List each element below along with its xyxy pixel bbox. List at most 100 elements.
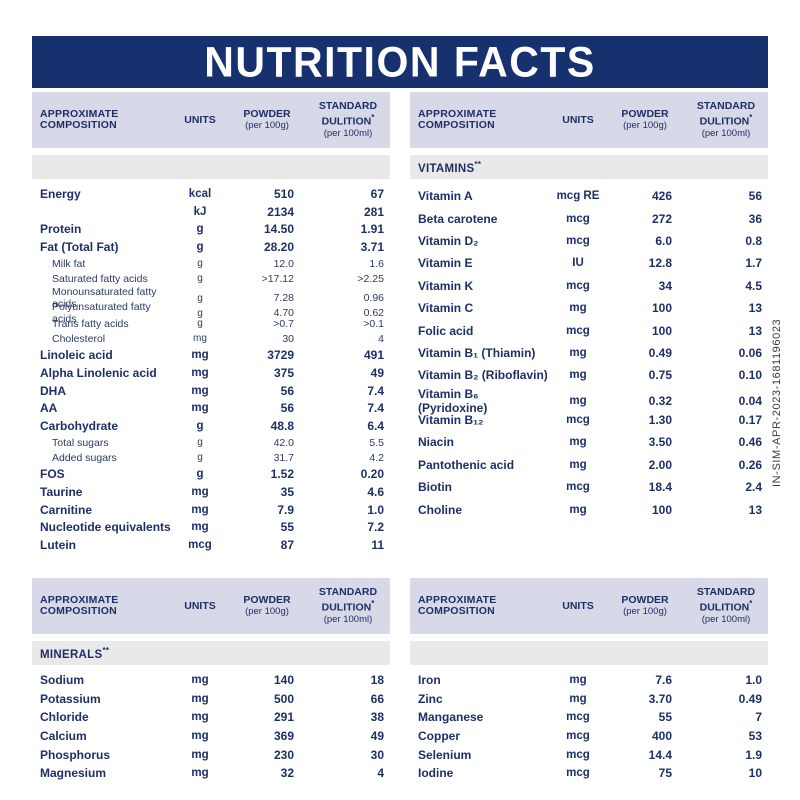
- table-row: Carbohydrate g 48.8 6.4: [32, 417, 390, 435]
- table-row: Milk fat g 12.0 1.6: [32, 256, 390, 271]
- nutrient-name: Vitamin B₁₂: [418, 413, 484, 428]
- nutrient-unit: mcg: [566, 730, 590, 743]
- nutrient-name: Carbohydrate: [40, 419, 119, 434]
- section-footnote-mark: **: [102, 645, 110, 655]
- standard-dilution-value: 0.62: [363, 307, 384, 320]
- section-band: [32, 155, 390, 179]
- standard-dilution-value: 6.4: [367, 419, 384, 434]
- nutrient-name: Fat (Total Fat): [40, 240, 119, 255]
- nutrient-name: Zinc: [418, 691, 443, 706]
- powder-value: 18.4: [648, 480, 672, 495]
- standard-dilution-value: 0.20: [360, 467, 384, 482]
- nutrient-name: Vitamin A: [418, 189, 473, 204]
- nutrient-name: Protein: [40, 222, 82, 237]
- standard-dilution-value: 7.4: [367, 401, 384, 416]
- standard-dilution-value: 0.46: [738, 435, 762, 450]
- table-row: Potassium mg 500 66: [32, 690, 390, 709]
- table-header-strip: APPROXIMATE COMPOSITION UNITS POWDER (per 1…: [32, 92, 390, 148]
- standard-dilution-footnote-mark: *: [371, 113, 375, 123]
- column-header-powder: POWDER (per 100g): [606, 595, 686, 618]
- table-row: Carnitine mg 7.9 1.0: [32, 501, 390, 519]
- table-row: Folic acid mcg 100 13: [410, 319, 768, 341]
- nutrient-unit: mg: [569, 436, 587, 449]
- standard-dilution-value: 4: [377, 766, 384, 781]
- table-row: Vitamin B₁ (Thiamin) mg 0.49 0.06: [410, 342, 768, 364]
- nutrient-name: Niacin: [418, 435, 455, 450]
- nutrient-name: Chloride: [40, 710, 89, 725]
- nutrient-name: DHA: [40, 383, 66, 398]
- standard-dilution-value: 11: [371, 538, 384, 553]
- standard-dilution-value: 1.0: [367, 502, 384, 517]
- nutrient-unit: mcg: [566, 481, 590, 494]
- powder-value: 400: [651, 729, 672, 744]
- powder-sub-label: (per 100g): [245, 120, 289, 131]
- nutrient-unit: mcg: [566, 279, 590, 292]
- table-rows: Energy kcal 510 67 kJ 2134 281 Protein g 14.50 1.9…: [32, 185, 390, 554]
- nutrient-name: Beta carotene: [418, 211, 498, 226]
- table-row: Manganese mcg 55 7: [410, 708, 768, 727]
- powder-value: >0.7: [273, 317, 294, 330]
- nutrient-name: Copper: [418, 729, 460, 744]
- powder-value: 1.52: [270, 467, 294, 482]
- table-row: Biotin mcg 18.4 2.4: [410, 476, 768, 498]
- standard-dilution-value: >2.25: [357, 272, 384, 285]
- nutrient-name: Potassium: [40, 691, 101, 706]
- standard-dilution-value: 0.17: [738, 413, 762, 428]
- standard-dilution-value: 0.10: [738, 368, 762, 383]
- nutrient-name: Iron: [418, 673, 441, 688]
- nutrient-unit: mcg: [566, 414, 590, 427]
- standard-dilution-value: 0.8: [745, 233, 762, 248]
- nutrient-unit: mg: [569, 503, 587, 516]
- batch-code-vertical: IN-SIM-APR-2023-1681196023: [771, 318, 783, 487]
- nutrient-unit: mg: [191, 711, 209, 724]
- nutrient-name: Vitamin C: [418, 301, 474, 316]
- standard-dilution-sub-label: (per 100ml): [323, 127, 373, 139]
- nutrient-name: Calcium: [40, 729, 87, 744]
- nutrient-name: Nucleotide equivalents: [40, 520, 171, 535]
- powder-sub-label: (per 100g): [623, 120, 667, 131]
- table-row: Total sugars g 42.0 5.5: [32, 435, 390, 450]
- column-header-powder: POWDER (per 100g): [606, 109, 686, 132]
- standard-dilution-value: 49: [370, 729, 384, 744]
- nutrient-unit: mcg: [566, 767, 590, 780]
- standard-dilution-footnote-mark: *: [371, 599, 375, 609]
- table-row: Lutein mcg 87 11: [32, 536, 390, 554]
- nutrient-unit: g: [196, 468, 204, 481]
- powder-value: 7.9: [277, 502, 294, 517]
- column-header-composition: APPROXIMATE COMPOSITION: [40, 594, 119, 617]
- nutrient-name: Total sugars: [52, 436, 109, 449]
- column-header-units: UNITS: [184, 599, 216, 612]
- nutrient-name: Taurine: [40, 484, 83, 499]
- column-header-composition: APPROXIMATE COMPOSITION: [418, 108, 497, 131]
- section-band: [410, 641, 768, 665]
- table-row: Vitamin C mg 100 13: [410, 297, 768, 319]
- powder-value: 230: [273, 747, 294, 762]
- nutrient-unit: g: [197, 318, 203, 330]
- standard-dilution-value: 38: [370, 710, 384, 725]
- nutrient-unit: mg: [569, 674, 587, 687]
- powder-value: 6.0: [655, 233, 672, 248]
- standard-dilution-value: 13: [748, 323, 762, 338]
- table-row: Iron mg 7.6 1.0: [410, 671, 768, 690]
- nutrient-unit: mg: [569, 302, 587, 315]
- column-header-composition: APPROXIMATE COMPOSITION: [40, 108, 119, 131]
- table-row: Selenium mcg 14.4 1.9: [410, 745, 768, 764]
- powder-value: 12.8: [648, 256, 672, 271]
- table-row: Pantothenic acid mg 2.00 0.26: [410, 454, 768, 476]
- table-row: Taurine mg 35 4.6: [32, 483, 390, 501]
- table-row: Saturated fatty acids g >17.12 >2.25: [32, 271, 390, 286]
- powder-value: 4.70: [273, 307, 294, 320]
- nutrient-unit: mg: [191, 748, 209, 761]
- standard-dilution-value: 0.49: [738, 691, 762, 706]
- powder-value: 3.50: [648, 435, 672, 450]
- nutrient-name: Iodine: [418, 766, 454, 781]
- nutrient-unit: mg: [191, 521, 209, 534]
- nutrient-name: Carnitine: [40, 502, 93, 517]
- table-row: Copper mcg 400 53: [410, 727, 768, 746]
- nutrient-unit: mg: [569, 369, 587, 382]
- nutrient-name: Vitamin E: [418, 256, 473, 271]
- nutrient-unit: g: [197, 452, 203, 464]
- nutrient-unit: mg: [191, 503, 209, 516]
- table-row: Calcium mg 369 49: [32, 727, 390, 746]
- column-header-units: UNITS: [562, 113, 594, 126]
